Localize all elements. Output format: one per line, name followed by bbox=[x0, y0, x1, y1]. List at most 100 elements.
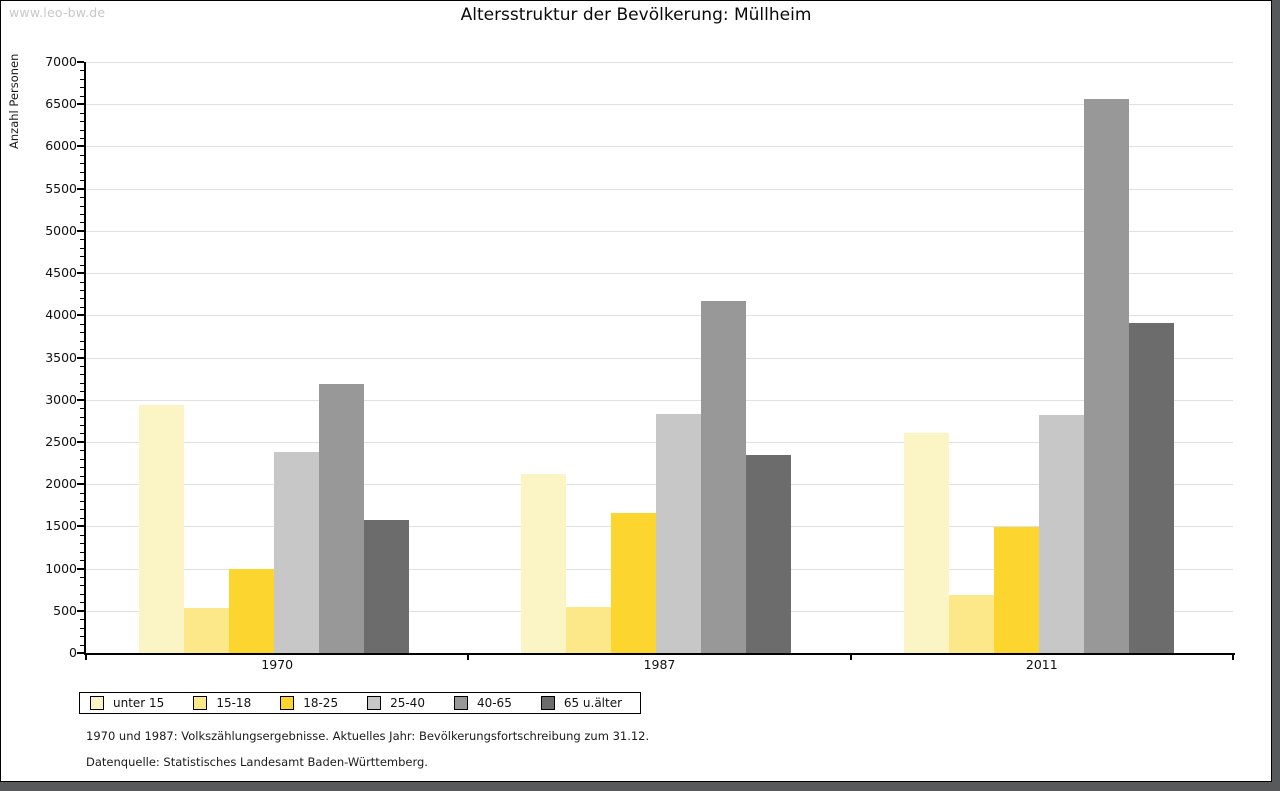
bar-1970-15-18 bbox=[184, 607, 229, 653]
y-minor-tick bbox=[80, 551, 84, 553]
y-tick-label-6500: 6500 bbox=[45, 96, 77, 112]
chart-title: Altersstruktur der Bevölkerung: Müllheim bbox=[460, 5, 812, 25]
y-major-tick bbox=[77, 525, 84, 528]
y-tick-label-1000: 1000 bbox=[45, 560, 77, 576]
x-axis-line bbox=[84, 653, 1235, 655]
y-minor-tick bbox=[80, 602, 84, 604]
legend-swatch-25-40 bbox=[367, 696, 382, 710]
y-minor-tick bbox=[80, 87, 84, 89]
watermark-leo-bw: www.leo-bw.de bbox=[9, 5, 106, 20]
y-minor-tick bbox=[80, 509, 84, 511]
bar-1987-65-u-lter bbox=[746, 455, 792, 653]
y-minor-tick bbox=[80, 281, 84, 283]
gridline-5000 bbox=[86, 230, 1233, 232]
y-minor-tick bbox=[80, 593, 84, 595]
y-minor-tick bbox=[80, 180, 84, 182]
y-minor-tick bbox=[80, 70, 84, 72]
y-minor-tick bbox=[80, 644, 84, 646]
y-minor-tick bbox=[80, 306, 84, 308]
legend-label-25-40: 25-40 bbox=[390, 696, 425, 710]
footnote-source: Datenquelle: Statistisches Landesamt Bad… bbox=[86, 755, 428, 769]
y-major-tick bbox=[77, 61, 84, 63]
x-tick bbox=[849, 655, 852, 660]
gridline-3500 bbox=[86, 357, 1233, 359]
legend-swatch-15-18 bbox=[193, 696, 208, 710]
bar-2011-18-25 bbox=[993, 527, 1039, 653]
legend-label-15-18: 15-18 bbox=[216, 696, 252, 710]
legend-swatch-unter-15 bbox=[90, 696, 104, 710]
y-minor-tick bbox=[80, 197, 84, 199]
y-axis-line bbox=[84, 62, 86, 655]
legend: unter 15 15-18 18-25 25-40 40-65 65 u.älter bbox=[79, 692, 641, 714]
x-tick bbox=[467, 655, 470, 660]
x-category-label-1987: 1987 bbox=[643, 657, 676, 672]
y-major-tick bbox=[77, 609, 84, 612]
y-minor-tick bbox=[80, 298, 84, 300]
y-major-tick bbox=[77, 398, 84, 401]
y-major-tick bbox=[77, 652, 84, 654]
y-tick-label-5500: 5500 bbox=[45, 180, 77, 196]
gridline-5500 bbox=[86, 188, 1233, 190]
y-minor-tick bbox=[80, 121, 84, 123]
legend-label-40-65: 40-65 bbox=[476, 696, 512, 710]
x-tick bbox=[85, 655, 87, 660]
x-tick bbox=[1232, 655, 1234, 660]
y-minor-tick bbox=[80, 517, 84, 519]
gridline-6000 bbox=[86, 146, 1233, 148]
gridline-4000 bbox=[86, 315, 1233, 317]
y-minor-tick bbox=[80, 163, 84, 165]
y-tick-label-7000: 7000 bbox=[45, 54, 77, 69]
bar-1987-40-65 bbox=[701, 300, 747, 653]
y-minor-tick bbox=[80, 636, 84, 638]
y-minor-tick bbox=[80, 425, 84, 427]
bar-1970-65-u-lter bbox=[364, 520, 409, 653]
legend-item-40-65: 40-65 bbox=[453, 696, 512, 710]
bar-1970-40-65 bbox=[319, 383, 364, 653]
legend-item-15-18: 15-18 bbox=[193, 696, 251, 710]
legend-item-18-25: 18-25 bbox=[280, 696, 338, 710]
y-tick-label-4500: 4500 bbox=[45, 265, 77, 281]
y-minor-tick bbox=[80, 171, 84, 173]
y-tick-label-3500: 3500 bbox=[45, 349, 77, 365]
bar-2011-25-40 bbox=[1038, 414, 1084, 653]
y-minor-tick bbox=[80, 239, 84, 241]
y-major-tick bbox=[77, 187, 84, 190]
legend-label-unter-15: unter 15 bbox=[113, 696, 165, 710]
bar-1987-25-40 bbox=[656, 414, 702, 653]
gridline-3000 bbox=[86, 399, 1233, 401]
legend-swatch-18-25 bbox=[280, 696, 295, 710]
y-minor-tick bbox=[80, 205, 84, 207]
legend-label-65-u-lter: 65 u.älter bbox=[563, 696, 623, 710]
bar-1987-18-25 bbox=[611, 512, 657, 653]
y-minor-tick bbox=[80, 95, 84, 97]
y-minor-tick bbox=[80, 365, 84, 367]
bar-2011-65-u-lter bbox=[1128, 322, 1174, 653]
gridline-7000 bbox=[86, 62, 1233, 63]
y-tick-label-4000: 4000 bbox=[45, 307, 77, 323]
footnote-census: 1970 und 1987: Volkszählungsergebnisse. … bbox=[86, 729, 650, 743]
y-minor-tick bbox=[80, 137, 84, 139]
y-minor-tick bbox=[80, 475, 84, 477]
y-minor-tick bbox=[80, 154, 84, 156]
y-minor-tick bbox=[80, 416, 84, 418]
y-tick-label-500: 500 bbox=[53, 602, 77, 618]
y-major-tick bbox=[77, 229, 84, 232]
y-minor-tick bbox=[80, 433, 84, 435]
y-minor-tick bbox=[80, 560, 84, 562]
y-tick-label-3000: 3000 bbox=[45, 391, 77, 407]
gridline-4500 bbox=[86, 273, 1233, 275]
y-tick-label-2500: 2500 bbox=[45, 433, 77, 449]
y-major-tick bbox=[77, 272, 84, 275]
y-minor-tick bbox=[80, 78, 84, 80]
y-major-tick bbox=[77, 314, 84, 317]
bar-1970-unter-15 bbox=[139, 404, 184, 653]
y-minor-tick bbox=[80, 543, 84, 545]
y-minor-tick bbox=[80, 374, 84, 376]
y-major-tick bbox=[77, 483, 84, 486]
y-minor-tick bbox=[80, 112, 84, 114]
y-tick-label-2000: 2000 bbox=[45, 476, 77, 492]
plot-area bbox=[86, 62, 1233, 653]
y-minor-tick bbox=[80, 264, 84, 266]
legend-swatch-65-u-lter bbox=[540, 696, 555, 710]
